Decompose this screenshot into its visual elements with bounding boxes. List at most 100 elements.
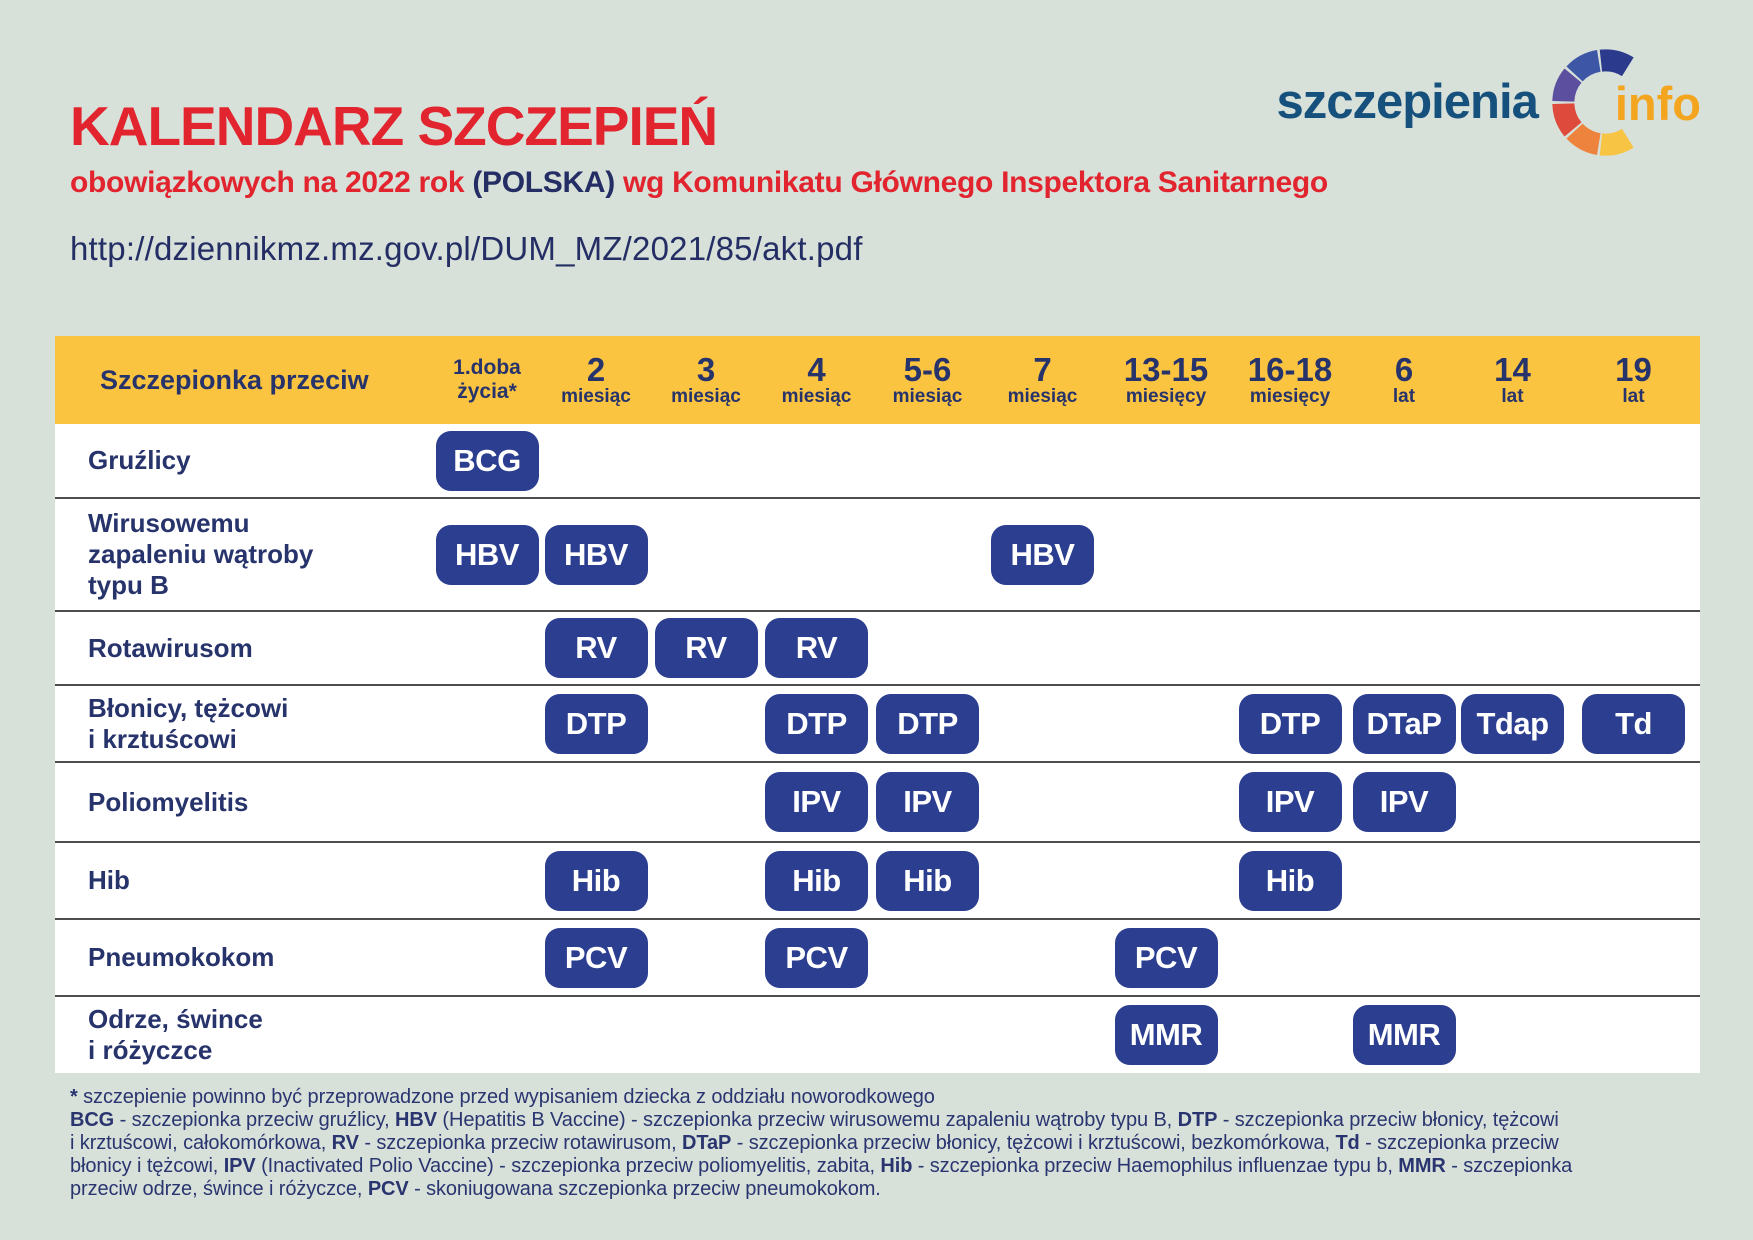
row-label: Gruźlicy xyxy=(88,445,191,476)
pill-cell: IPV xyxy=(872,763,983,841)
vaccine-pill-hib: Hib xyxy=(544,850,648,911)
column-header-unit: życia* xyxy=(457,380,517,403)
pill-cell: DTaP xyxy=(1350,686,1458,761)
table-header-label: Szczepionka przeciw xyxy=(100,364,369,395)
footnote-abbr: HBV xyxy=(395,1109,437,1131)
pill-cell: MMR xyxy=(1350,997,1458,1073)
vaccine-pill-dtp: DTP xyxy=(876,693,979,754)
vaccine-pill-rv: RV xyxy=(765,618,868,678)
column-header-age: 2 xyxy=(586,350,606,388)
column-header-14: 14 lat xyxy=(1458,336,1567,424)
column-header-7: 7 miesiąc xyxy=(983,336,1102,424)
pill-cell: DTP xyxy=(872,686,983,761)
row-label: Pneumokokom xyxy=(88,942,275,973)
pill-cell: Hib xyxy=(761,843,872,918)
logo-info-word: info xyxy=(1614,76,1701,130)
footnote-line: * szczepienie powinno być przeprowadzone… xyxy=(70,1086,1700,1109)
column-header-age: 14 xyxy=(1494,350,1531,388)
table-row: Błonicy, tężcowi i krztuścowi DTP DTP DTP DT… xyxy=(55,684,1700,761)
column-header-4: 4 miesiąc xyxy=(761,336,872,424)
table-row: Gruźlicy BCG xyxy=(55,424,1700,497)
vaccine-pill-mmr: MMR xyxy=(1114,1005,1218,1065)
footnote-text: - szczepionka przeciw xyxy=(1359,1132,1559,1154)
column-header-16-18: 16-18 miesięcy xyxy=(1230,336,1350,424)
footnote-abbr: Hib xyxy=(880,1155,913,1177)
pill-cell: DTP xyxy=(761,686,872,761)
column-header-age: 1.doba xyxy=(453,355,521,379)
row-label: Błonicy, tężcowi i krztuścowi xyxy=(88,692,289,754)
row-label: Poliomyelitis xyxy=(88,786,249,817)
szczepienia-info-logo: szczepienia info xyxy=(1277,42,1701,162)
logo-ring-icon xyxy=(1552,48,1634,156)
row-label: Odrze, śwince i różyczce xyxy=(88,1004,263,1065)
pill-cell: Hib xyxy=(872,843,983,918)
row-label: Rotawirusom xyxy=(88,632,253,663)
pill-cell: IPV xyxy=(1230,763,1350,841)
footnote-text: - szczepionka przeciw błonicy, tężcowi xyxy=(1217,1109,1559,1131)
vaccine-pill-ipv: IPV xyxy=(1238,772,1342,832)
column-header-age: 13-15 xyxy=(1123,350,1209,388)
row-label: Wirusowemu zapaleniu wątroby typu B xyxy=(88,508,314,600)
page-subtitle: obowiązkowych na 2022 rok (POLSKA) wg Ko… xyxy=(70,166,1328,200)
vaccine-pill-ipv: IPV xyxy=(876,772,979,832)
footnote-abbr: DTaP xyxy=(682,1132,732,1154)
vaccine-pill-bcg: BCG xyxy=(435,430,539,491)
footnote-abbr: MMR xyxy=(1398,1155,1446,1177)
pill-cell: PCV xyxy=(541,920,651,995)
footnote-text: i krztuścowi, całokomórkowa, xyxy=(70,1132,332,1154)
pill-cell: HBV xyxy=(541,499,651,610)
column-header-unit: lat xyxy=(1392,386,1416,408)
vaccine-pill-td: Td xyxy=(1582,693,1685,754)
subtitle-part1: obowiązkowych na 2022 rok xyxy=(70,166,473,199)
vaccine-pill-hib: Hib xyxy=(1238,850,1342,911)
footnote-line: przeciw odrze, śwince i różyczce, PCV - … xyxy=(70,1178,1700,1201)
column-header-age: 4 xyxy=(807,350,826,388)
column-header-unit: lat xyxy=(1501,386,1524,408)
vaccine-pill-hib: Hib xyxy=(765,850,868,911)
table-row: Poliomyelitis IPV IPV IPV IPV xyxy=(55,761,1700,841)
column-header-unit: miesiąc xyxy=(781,386,852,408)
table-row: Pneumokokom PCV PCV PCV xyxy=(55,918,1700,995)
footnote-abbr: DTP xyxy=(1177,1109,1218,1131)
vaccine-pill-dtp: DTP xyxy=(765,693,868,754)
pill-cell: IPV xyxy=(1350,763,1458,841)
footnote-text: - skoniugowana szczepionka przeciw pneum… xyxy=(408,1178,881,1200)
column-header-unit: miesiąc xyxy=(892,386,963,408)
column-header-2: 2 miesiąc xyxy=(541,336,651,424)
source-url[interactable]: http://dziennikmz.mz.gov.pl/DUM_MZ/2021/… xyxy=(70,230,863,267)
column-header-age: 3 xyxy=(696,350,716,388)
table-row: Hib Hib Hib Hib Hib xyxy=(55,841,1700,918)
column-header-unit: miesięcy xyxy=(1249,386,1331,408)
pill-cell: BCG xyxy=(433,424,541,497)
vaccine-pill-dtp: DTP xyxy=(1238,693,1342,754)
vaccine-pill-pcv: PCV xyxy=(544,927,648,988)
column-header-3: 3 miesiąc xyxy=(651,336,761,424)
column-header-unit: miesiąc xyxy=(1007,386,1078,408)
footnote-text: - szczepionka xyxy=(1445,1155,1573,1177)
vaccine-pill-hbv: HBV xyxy=(544,524,648,585)
column-header-unit: lat xyxy=(1622,386,1645,408)
vaccine-pill-rv: RV xyxy=(654,618,758,678)
footnote-text: (Inactivated Polio Vaccine) - szczepionk… xyxy=(255,1155,881,1177)
pill-cell: Tdap xyxy=(1458,686,1567,761)
pill-cell: Td xyxy=(1567,686,1700,761)
pill-cell: Hib xyxy=(1230,843,1350,918)
column-header-5-6: 5-6 miesiąc xyxy=(872,336,983,424)
pill-cell: HBV xyxy=(433,499,541,610)
pill-cell: HBV xyxy=(983,499,1102,610)
column-header-19: 19 lat xyxy=(1567,336,1700,424)
column-header-1.doba: 1.doba życia* xyxy=(433,336,541,424)
vaccine-pill-hib: Hib xyxy=(876,850,979,911)
vaccine-pill-tdap: Tdap xyxy=(1461,693,1564,754)
pill-cell: PCV xyxy=(1102,920,1230,995)
footnote-line: i krztuścowi, całokomórkowa, RV - szczep… xyxy=(70,1132,1700,1155)
column-header-unit: miesiąc xyxy=(671,386,741,408)
column-header-unit: miesiąc xyxy=(561,386,631,408)
subtitle-country: (POLSKA) xyxy=(472,166,615,199)
table-header-row: Szczepionka przeciw 1.doba życia* 2 miesiąc 3… xyxy=(55,336,1700,424)
footnote-text: (Hepatitis B Vaccine) - szczepionka prze… xyxy=(436,1109,1178,1131)
footnote-text: - szczepionka przeciw rotawirusom, xyxy=(358,1132,683,1154)
vaccine-pill-dtap: DTaP xyxy=(1352,693,1456,754)
vaccine-pill-hbv: HBV xyxy=(435,524,539,585)
